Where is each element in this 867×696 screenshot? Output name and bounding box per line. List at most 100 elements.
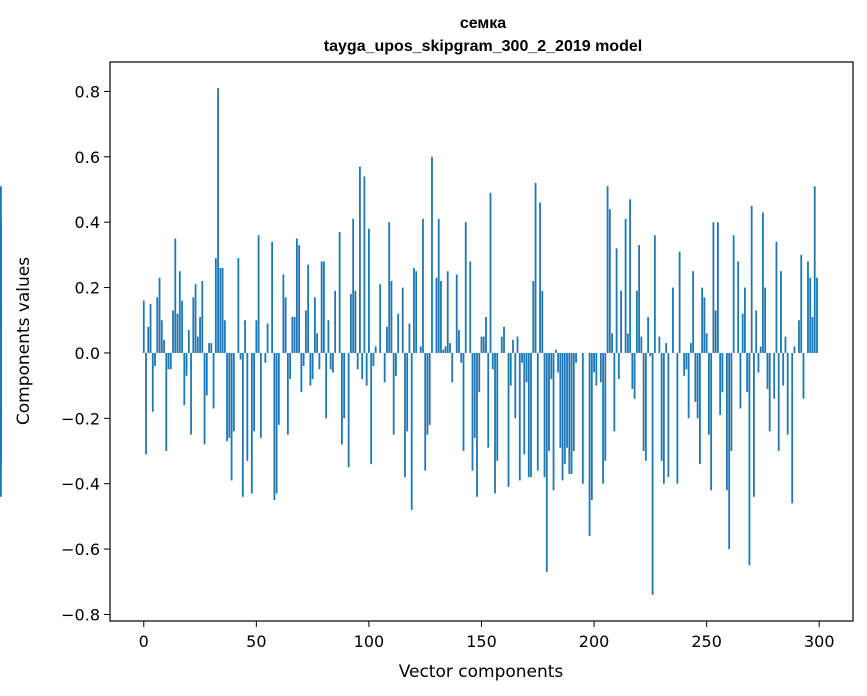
y-tick-label: −0.4 bbox=[61, 475, 100, 494]
bar-83 bbox=[329, 352, 332, 370]
bar-151 bbox=[482, 336, 485, 353]
bar-123 bbox=[419, 346, 422, 353]
bar-152 bbox=[485, 316, 487, 353]
bar-29 bbox=[208, 343, 210, 353]
bar-240 bbox=[683, 352, 686, 376]
bar-81 bbox=[325, 352, 328, 419]
bar-245 bbox=[694, 352, 697, 402]
bar-48 bbox=[250, 352, 253, 494]
bar-78 bbox=[318, 352, 321, 370]
bar-2 bbox=[147, 326, 150, 353]
bar-30 bbox=[210, 343, 213, 353]
x-tick-label: 300 bbox=[804, 632, 835, 651]
x-axis-label: Vector components bbox=[399, 662, 564, 682]
bar-278 bbox=[768, 352, 771, 432]
bar-62 bbox=[282, 274, 285, 353]
bar-285 bbox=[784, 336, 787, 353]
bar-204 bbox=[602, 352, 604, 484]
bar-89 bbox=[343, 352, 346, 419]
bar-7 bbox=[158, 277, 161, 353]
bar-110 bbox=[390, 281, 393, 353]
bar-270 bbox=[750, 205, 753, 353]
bar-220 bbox=[638, 245, 641, 353]
bar-217 bbox=[631, 352, 634, 389]
bar-0 bbox=[142, 300, 145, 353]
bar-256 bbox=[719, 352, 722, 416]
x-tick-label: 50 bbox=[246, 632, 266, 651]
y-axis-ticks: −0.8 −0.6 −0.4 −0.2 0.0 0.2 0.4 0.6 0.8 bbox=[61, 82, 110, 624]
bar-267 bbox=[744, 287, 746, 353]
bar-119 bbox=[410, 352, 413, 510]
bar-39 bbox=[230, 352, 233, 481]
bar-214 bbox=[624, 218, 627, 353]
bar-103 bbox=[374, 346, 377, 353]
y-tick-label: −0.8 bbox=[61, 605, 100, 624]
bar-126 bbox=[426, 352, 429, 435]
bar-223 bbox=[644, 352, 647, 461]
bar-111 bbox=[392, 352, 395, 435]
bar-265 bbox=[739, 352, 742, 409]
bar-23 bbox=[194, 284, 197, 353]
bar-50 bbox=[255, 320, 258, 353]
bar-13 bbox=[172, 310, 174, 353]
bar-225 bbox=[649, 352, 652, 357]
bar-282 bbox=[777, 352, 780, 452]
chart-subtitle: tayga_upos_skipgram_300_2_2019 model bbox=[324, 38, 642, 55]
bar-173 bbox=[532, 281, 535, 353]
bar-87 bbox=[338, 231, 341, 353]
bar-6 bbox=[156, 297, 159, 353]
bar-63 bbox=[284, 297, 287, 353]
y-axis-label: Components values bbox=[14, 257, 34, 425]
bar-154 bbox=[489, 192, 492, 353]
bar-79 bbox=[320, 261, 323, 353]
x-axis-ticks: 0 50 100 150 200 250 300 bbox=[139, 621, 835, 651]
bar-298 bbox=[813, 186, 816, 353]
bar-164 bbox=[512, 339, 514, 353]
bar-26 bbox=[201, 281, 204, 353]
bar-191 bbox=[572, 352, 575, 452]
bar-175 bbox=[536, 352, 539, 471]
bars-group bbox=[0, 88, 818, 595]
bar-176 bbox=[539, 202, 541, 353]
bar-54 bbox=[264, 352, 267, 363]
bar-46 bbox=[246, 352, 249, 461]
bar-37 bbox=[226, 352, 228, 442]
bar-14 bbox=[174, 238, 177, 353]
bar-10 bbox=[165, 352, 168, 452]
bar-28 bbox=[205, 352, 208, 396]
bar-165 bbox=[514, 352, 517, 419]
bar-198 bbox=[588, 352, 591, 536]
bar-101 bbox=[370, 352, 373, 465]
bar-112 bbox=[395, 352, 397, 376]
y-tick-label: 0.2 bbox=[75, 279, 100, 298]
bar-254 bbox=[714, 310, 717, 353]
bar-249 bbox=[703, 297, 706, 353]
bar-33 bbox=[217, 88, 219, 353]
bar-77 bbox=[316, 333, 319, 353]
bar-274 bbox=[759, 346, 762, 353]
bar-199 bbox=[590, 352, 593, 501]
bar-1 bbox=[145, 352, 147, 455]
bar-127 bbox=[428, 352, 431, 425]
bar-17 bbox=[181, 300, 183, 353]
y-tick-label: −0.2 bbox=[61, 409, 100, 428]
bar-68 bbox=[295, 238, 298, 353]
bar-94 bbox=[354, 290, 357, 353]
bar-96 bbox=[359, 166, 361, 353]
bar-72 bbox=[304, 310, 307, 353]
bar-22 bbox=[192, 297, 195, 353]
bar-128 bbox=[431, 156, 433, 353]
bar-15 bbox=[176, 313, 179, 353]
bar-227 bbox=[653, 235, 656, 353]
bar-250 bbox=[705, 333, 708, 353]
bar-124 bbox=[422, 218, 424, 353]
bar-145 bbox=[469, 261, 472, 353]
bar-169 bbox=[523, 352, 526, 455]
bar-20 bbox=[187, 330, 190, 353]
bar-121 bbox=[415, 271, 418, 353]
bar-177 bbox=[541, 290, 544, 353]
bar-21 bbox=[190, 352, 192, 435]
bar-241 bbox=[685, 352, 688, 370]
bar-140 bbox=[458, 330, 460, 353]
